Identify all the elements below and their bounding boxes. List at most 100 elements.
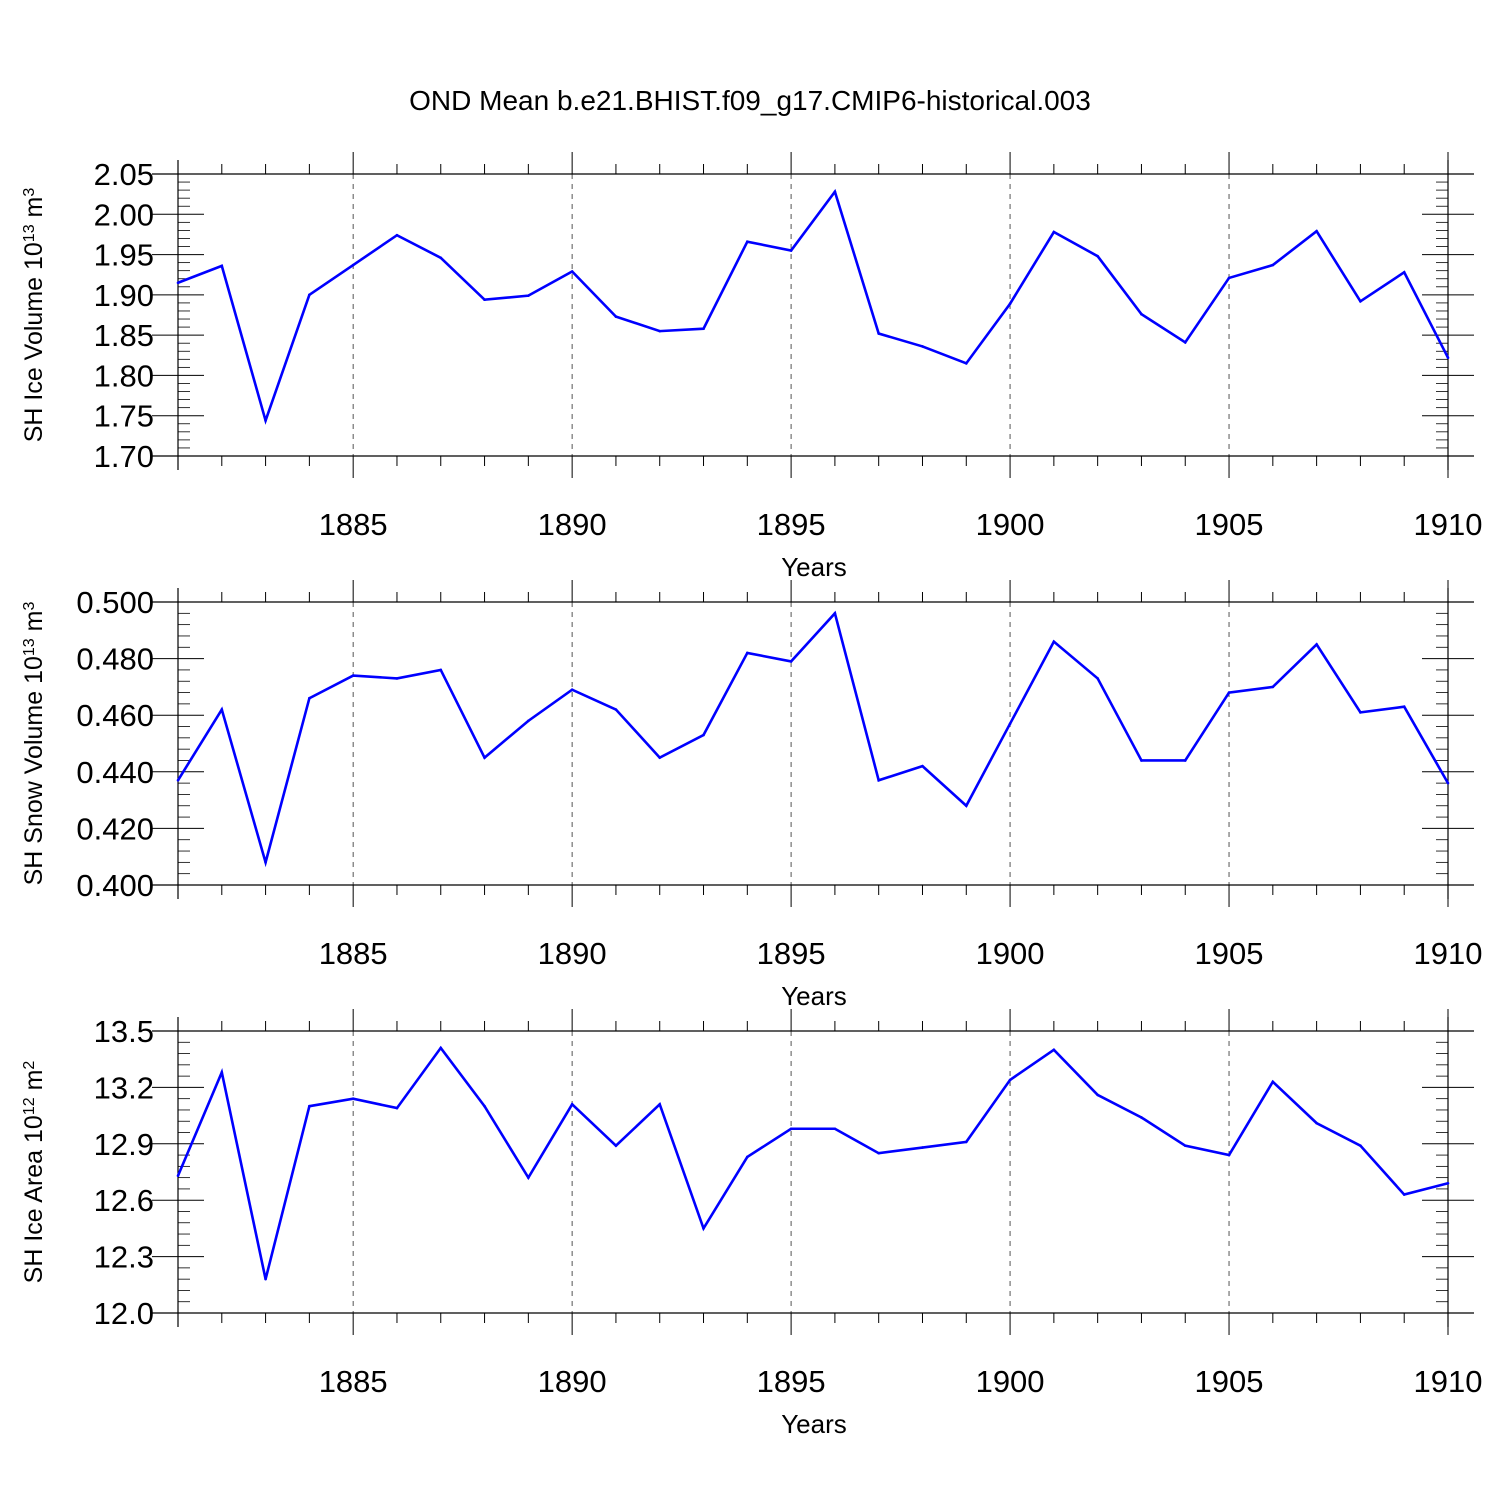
data-point xyxy=(439,256,443,260)
data-point xyxy=(746,651,749,655)
figure-title: OND Mean b.e21.BHIST.f09_g17.CMIP6-histo… xyxy=(409,85,1091,116)
panel-ice_area: 12.0 12.3 12.6 12.9 13.2 13.5 1885 1890 1895 1900… xyxy=(20,1009,1482,1439)
data-point xyxy=(351,263,355,267)
y-tick-label: 0.500 xyxy=(76,585,154,620)
data-point xyxy=(1052,1048,1056,1052)
y-tick-label: 0.400 xyxy=(76,868,154,903)
data-point xyxy=(264,419,267,422)
y-tick-label: 1.95 xyxy=(94,238,154,273)
data-point xyxy=(351,1097,355,1100)
y-tick-label: 2.00 xyxy=(94,197,154,232)
data-point xyxy=(1271,1080,1275,1084)
data-point xyxy=(395,1106,399,1110)
data-point xyxy=(614,1144,618,1147)
data-point xyxy=(176,281,180,285)
y-tick-label: 12.0 xyxy=(94,1296,154,1331)
y-tick-label: 0.480 xyxy=(76,642,154,677)
y-tick-label: 1.75 xyxy=(94,399,154,434)
data-point xyxy=(483,756,486,759)
series-line xyxy=(176,1045,1449,1280)
data-point xyxy=(1271,685,1275,689)
x-tick-label: 1890 xyxy=(538,507,607,542)
data-point xyxy=(702,733,705,737)
series-line xyxy=(177,188,1450,425)
data-point xyxy=(395,677,399,680)
data-point xyxy=(746,240,749,243)
x-tick-label: 1905 xyxy=(1195,1364,1264,1399)
data-point xyxy=(570,688,574,692)
data-point xyxy=(1271,263,1275,267)
x-axis-label: Years xyxy=(781,1409,847,1439)
data-point xyxy=(658,1103,662,1106)
x-tick-label: 1910 xyxy=(1414,507,1483,542)
series-line xyxy=(176,610,1450,868)
data-point xyxy=(658,756,662,759)
data-point xyxy=(1052,640,1056,643)
y-tick-label: 2.05 xyxy=(94,157,154,192)
data-point xyxy=(658,329,662,333)
x-tick-label: 1890 xyxy=(538,1364,607,1399)
data-point xyxy=(1008,1078,1012,1082)
data-point xyxy=(789,249,793,252)
y-tick-label: 0.460 xyxy=(76,698,154,733)
data-point xyxy=(964,1140,968,1144)
data-point xyxy=(746,1155,749,1159)
data-point xyxy=(1008,722,1012,725)
y-tick-label: 0.440 xyxy=(76,755,154,790)
x-tick-label: 1900 xyxy=(976,1364,1045,1399)
data-point xyxy=(1446,1181,1450,1185)
data-point xyxy=(1402,1193,1406,1196)
panel-ice_volume: 1.70 1.75 1.80 1.85 1.90 1.95 2.00 2.05 1885 1890… xyxy=(20,152,1482,582)
data-point xyxy=(527,294,530,297)
data-point xyxy=(439,1046,443,1050)
x-tick-label: 1910 xyxy=(1414,936,1483,971)
data-point xyxy=(1446,781,1450,785)
x-tick-label: 1885 xyxy=(319,507,388,542)
x-tick-label: 1910 xyxy=(1414,1364,1483,1399)
data-point xyxy=(877,1151,880,1155)
y-tick-label: 12.3 xyxy=(94,1240,154,1275)
panel-snow_volume: 0.400 0.420 0.440 0.460 0.480 0.500 1885 1890 18… xyxy=(20,580,1482,1011)
data-point xyxy=(1359,1144,1362,1147)
data-point xyxy=(1315,229,1318,233)
data-point xyxy=(1140,312,1143,316)
data-point xyxy=(614,708,618,711)
y-tick-label: 1.70 xyxy=(94,439,154,474)
data-point xyxy=(483,298,486,301)
data-point xyxy=(1227,1153,1231,1157)
x-axis-label: Years xyxy=(781,552,847,582)
data-point xyxy=(833,1127,837,1131)
x-tick-label: 1895 xyxy=(757,936,826,971)
data-point xyxy=(1315,643,1318,646)
data-point xyxy=(1402,270,1406,274)
data-point xyxy=(789,1127,793,1131)
data-point xyxy=(702,1227,705,1230)
data-point xyxy=(614,315,618,318)
data-point xyxy=(527,1176,530,1179)
y-tick-label: 13.2 xyxy=(94,1070,154,1105)
x-tick-label: 1895 xyxy=(757,507,826,542)
data-point xyxy=(1183,759,1187,762)
data-point xyxy=(220,708,224,711)
data-point xyxy=(527,719,530,723)
data-point xyxy=(264,1277,267,1281)
data-point xyxy=(1140,759,1143,762)
y-tick-label: 1.85 xyxy=(94,318,154,353)
data-point xyxy=(1096,677,1099,680)
data-point xyxy=(964,362,968,365)
y-tick-label: 1.90 xyxy=(94,278,154,313)
data-point xyxy=(1446,356,1450,360)
x-tick-label: 1885 xyxy=(319,1364,388,1399)
data-point xyxy=(1140,1116,1143,1119)
data-point xyxy=(1183,341,1187,344)
data-point xyxy=(220,264,224,268)
data-point xyxy=(308,293,311,297)
data-point xyxy=(833,190,837,194)
data-point xyxy=(1359,711,1362,714)
y-tick-label: 12.6 xyxy=(94,1183,154,1218)
data-point xyxy=(1096,254,1099,258)
data-point xyxy=(1052,230,1056,234)
x-tick-label: 1900 xyxy=(976,936,1045,971)
data-point xyxy=(351,674,355,677)
